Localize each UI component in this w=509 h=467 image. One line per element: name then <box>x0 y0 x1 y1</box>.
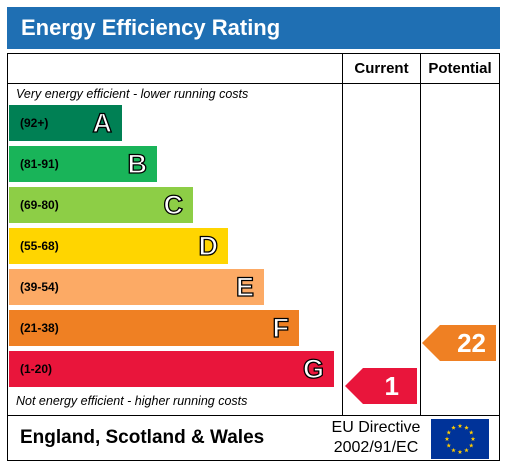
rating-band-g: (1-20) G <box>9 351 334 387</box>
band-range-label: (21-38) <box>20 321 59 335</box>
note-inefficient: Not energy efficient - higher running co… <box>16 394 248 408</box>
rating-band-e: (39-54) E <box>9 269 264 305</box>
band-letter: G <box>302 353 324 384</box>
band-letter: A <box>92 107 113 138</box>
rating-table <box>7 53 500 461</box>
flag-star <box>446 430 452 435</box>
flag-star <box>470 436 476 441</box>
footer-divider <box>7 415 500 416</box>
flag-star <box>464 447 469 453</box>
band-range-label: (1-20) <box>20 362 53 376</box>
header-row-divider <box>7 83 500 84</box>
flag-star <box>457 423 463 428</box>
potential-arrow-shape <box>422 325 496 361</box>
rating-band-f: (21-38) F <box>9 310 299 346</box>
band-letter: E <box>235 271 254 302</box>
column-divider-current <box>342 53 343 416</box>
flag-star <box>468 430 474 435</box>
band-range-label: (55-68) <box>20 239 59 253</box>
current-rating-value: 1 <box>384 371 399 401</box>
header-bar: Energy Efficiency Rating <box>7 7 500 49</box>
flag-star <box>444 436 450 441</box>
flag-star <box>451 447 456 453</box>
current-rating-arrow: 1 <box>345 368 417 404</box>
band-range-label: (39-54) <box>20 280 59 294</box>
band-range-label: (92+) <box>20 116 49 130</box>
flag-star <box>451 425 456 430</box>
flag-star <box>468 443 474 448</box>
flag-star <box>446 443 452 448</box>
rating-band-b: (81-91) B <box>9 146 157 182</box>
rating-band-a: (92+) A <box>9 105 122 141</box>
eu-directive-number: 2002/91/EC <box>333 439 419 456</box>
column-header-potential: Potential <box>428 60 492 77</box>
footer-region-label: England, Scotland & Wales <box>20 427 265 448</box>
column-header-current: Current <box>354 60 409 77</box>
band-letter: B <box>127 148 148 179</box>
band-letter: F <box>272 312 290 343</box>
band-letter: C <box>163 189 184 220</box>
eu-directive-label: EU Directive <box>331 419 421 436</box>
column-divider-potential <box>420 53 421 416</box>
band-range-label: (81-91) <box>20 157 59 171</box>
band-range-label: (69-80) <box>20 198 59 212</box>
rating-band-d: (55-68) D <box>9 228 228 264</box>
potential-rating-arrow: 22 <box>422 325 496 361</box>
flag-star <box>457 449 463 454</box>
eu-flag-icon <box>431 419 489 459</box>
potential-rating-value: 22 <box>457 328 486 358</box>
current-arrow-shape <box>345 368 417 404</box>
rating-band-c: (69-80) C <box>9 187 193 223</box>
page-title: Energy Efficiency Rating <box>21 15 281 40</box>
band-letter: D <box>198 230 219 261</box>
flag-star <box>464 425 469 430</box>
note-efficient: Very energy efficient - lower running co… <box>16 87 249 101</box>
